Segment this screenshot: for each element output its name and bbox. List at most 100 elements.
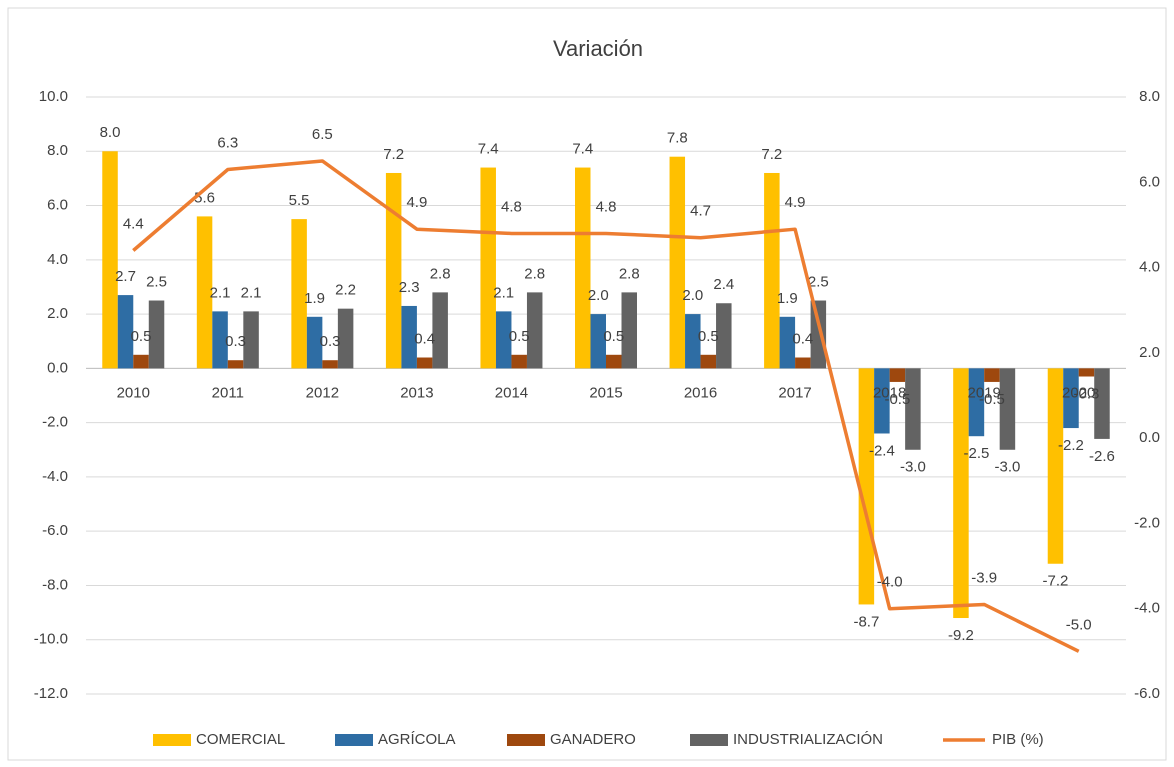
bar	[526, 292, 543, 369]
y2-tick-label: 6.0	[1139, 173, 1160, 190]
data-label: 4.8	[596, 198, 617, 215]
y2-tick-label: -4.0	[1134, 600, 1160, 617]
y-tick-label: -10.0	[34, 631, 68, 648]
bar	[700, 354, 717, 369]
bar	[401, 305, 417, 369]
data-label: 2.0	[682, 287, 703, 304]
y-tick-label: 0.0	[47, 359, 68, 376]
data-label: 2.1	[493, 284, 514, 301]
bar	[795, 357, 811, 369]
data-label: -5.0	[1066, 616, 1092, 633]
data-label: 1.9	[304, 290, 325, 307]
x-tick-label: 2019	[967, 384, 1000, 401]
legend-swatch	[690, 734, 728, 746]
legend-swatch	[507, 734, 545, 746]
bar	[306, 316, 323, 369]
data-label: 2.5	[808, 273, 829, 290]
bar	[337, 308, 354, 369]
bar	[779, 316, 796, 369]
bar	[590, 314, 606, 369]
x-tick-label: 2017	[778, 384, 811, 401]
legend-label: COMERCIAL	[196, 731, 285, 748]
y-tick-label: 4.0	[47, 251, 68, 268]
y-tick-label: 8.0	[47, 142, 68, 159]
bar	[322, 360, 338, 369]
bar	[968, 368, 985, 437]
data-label: -0.5	[884, 391, 910, 408]
data-label: 2.5	[146, 273, 167, 290]
legend-label: AGRÍCOLA	[378, 731, 456, 748]
data-label: 2.8	[430, 265, 451, 282]
y2-tick-label: -2.0	[1134, 514, 1160, 531]
bar	[889, 368, 906, 382]
y2-tick-label: 0.0	[1139, 429, 1160, 446]
legend-swatch	[153, 734, 191, 746]
data-label: -2.6	[1089, 448, 1115, 465]
bar	[1078, 368, 1095, 377]
bar	[905, 368, 921, 450]
bar	[764, 172, 780, 369]
data-label: 7.4	[572, 141, 593, 158]
data-label: 5.5	[289, 192, 310, 209]
data-label: 4.4	[123, 215, 144, 232]
bar	[575, 167, 591, 369]
data-label: 4.9	[406, 194, 427, 211]
x-tick-label: 2015	[589, 384, 622, 401]
bar	[1094, 368, 1110, 439]
data-label: 2.8	[619, 265, 640, 282]
data-label: 0.3	[225, 333, 246, 350]
x-tick-label: 2020	[1062, 384, 1095, 401]
data-label: -8.7	[853, 613, 879, 630]
bar	[227, 360, 244, 369]
bar	[133, 354, 149, 369]
y-tick-label: -2.0	[42, 414, 68, 431]
data-label: 6.3	[217, 134, 238, 151]
data-label: 2.4	[713, 276, 734, 293]
bar	[810, 300, 827, 369]
x-tick-label: 2013	[400, 384, 433, 401]
bar	[999, 368, 1016, 450]
y2-tick-label: 4.0	[1139, 259, 1160, 276]
data-label: -9.2	[948, 627, 974, 644]
y-tick-label: 6.0	[47, 197, 68, 214]
bar	[984, 368, 1000, 382]
data-label: -0.3	[1074, 385, 1100, 402]
line-series	[132, 159, 1080, 653]
data-label: 4.7	[690, 203, 711, 220]
y-tick-label: 10.0	[39, 88, 68, 105]
bar	[212, 311, 228, 369]
bar	[385, 172, 402, 369]
bar	[621, 292, 637, 369]
bar	[102, 151, 118, 369]
bar	[243, 311, 259, 369]
bar	[1063, 368, 1079, 429]
x-tick-label: 2012	[306, 384, 339, 401]
y-tick-label: -8.0	[42, 576, 68, 593]
data-label: 8.0	[100, 124, 121, 141]
y-tick-label: -12.0	[34, 685, 68, 702]
bar	[606, 354, 622, 369]
bar	[874, 368, 890, 434]
x-tick-label: 2010	[117, 384, 150, 401]
data-label: 0.4	[414, 330, 435, 347]
bar	[858, 368, 875, 605]
bar	[685, 314, 701, 369]
bar	[511, 354, 527, 369]
bar	[148, 300, 165, 369]
bar	[495, 311, 512, 369]
y-tick-label: 2.0	[47, 305, 68, 322]
data-label: 6.5	[312, 126, 333, 143]
data-label: -2.4	[869, 442, 895, 459]
data-label: 2.1	[241, 284, 262, 301]
legend-label: GANADERO	[550, 731, 636, 748]
bar	[953, 368, 969, 619]
data-label: 0.5	[131, 328, 152, 345]
data-label: -2.5	[964, 445, 990, 462]
data-label: 4.9	[785, 194, 806, 211]
data-label: -3.0	[995, 459, 1021, 476]
bar	[669, 156, 686, 369]
data-label: -7.2	[1043, 573, 1069, 590]
data-label: 0.5	[509, 328, 530, 345]
chart-title: Variación	[553, 36, 643, 61]
bar	[1047, 368, 1064, 564]
